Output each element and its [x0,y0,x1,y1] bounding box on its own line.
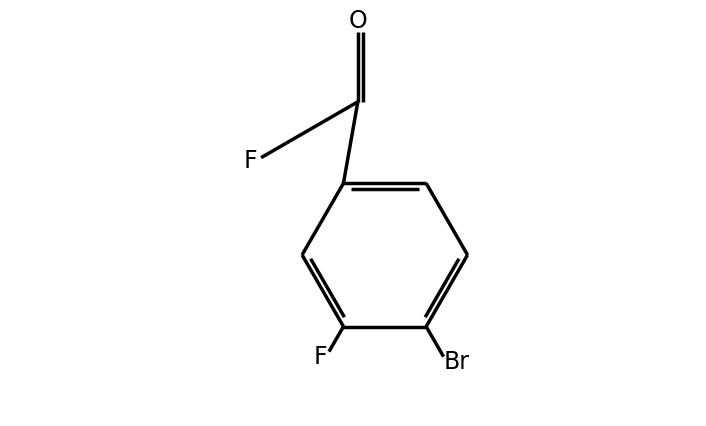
Text: Br: Br [443,349,469,373]
Text: O: O [349,9,367,32]
Text: F: F [313,344,328,368]
Text: F: F [244,148,257,173]
